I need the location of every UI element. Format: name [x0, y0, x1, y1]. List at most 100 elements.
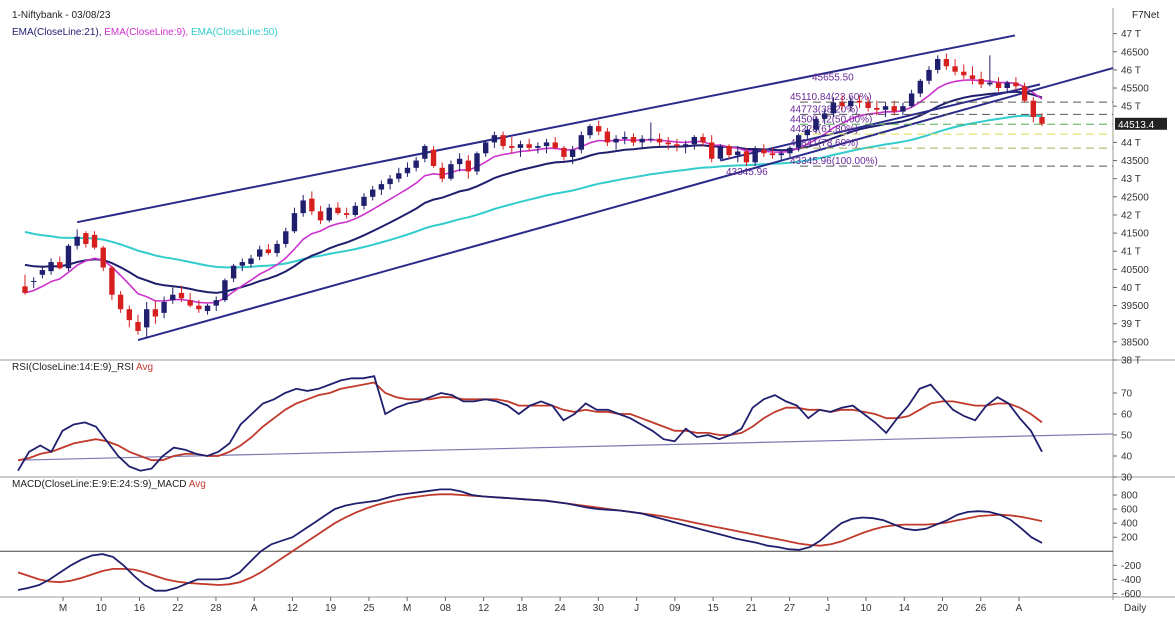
- price-tick-label: 40500: [1121, 265, 1149, 276]
- candle-body: [378, 184, 385, 190]
- candle-body: [700, 136, 706, 143]
- candle-body: [917, 80, 924, 94]
- candle-body: [204, 305, 211, 312]
- candle-body: [274, 243, 280, 254]
- date-label: 25: [363, 603, 375, 614]
- candle-body: [882, 106, 889, 110]
- candle-body: [65, 245, 72, 269]
- date-label: 26: [975, 603, 987, 614]
- date-label: 19: [325, 603, 337, 614]
- date-label: 18: [516, 603, 528, 614]
- price-tick-label: 46500: [1121, 47, 1149, 58]
- candle-body: [535, 146, 541, 148]
- candle-body: [987, 82, 993, 85]
- candle-body: [100, 247, 106, 268]
- candle-body: [83, 233, 89, 244]
- date-label: 15: [708, 603, 720, 614]
- candle-body: [109, 267, 115, 295]
- candle-body: [569, 149, 576, 157]
- candle-body: [856, 100, 863, 103]
- price-tick-label: 39500: [1121, 301, 1149, 312]
- price-tick-label: 42500: [1121, 192, 1149, 203]
- candle-body: [491, 135, 498, 143]
- rsi-tick-label: 30: [1121, 473, 1133, 484]
- candle-body: [587, 126, 593, 136]
- date-label: 08: [440, 603, 452, 614]
- timeframe-label: Daily: [1124, 603, 1146, 614]
- candle-body: [404, 167, 411, 174]
- candle-body: [543, 142, 550, 147]
- price-tick-label: 47 T: [1121, 29, 1141, 40]
- candle-body: [387, 178, 393, 185]
- price-tick-label: 39 T: [1121, 319, 1141, 330]
- candle-body: [648, 138, 654, 140]
- candle-body: [517, 144, 524, 148]
- candle-body: [708, 142, 715, 159]
- candle-body: [117, 294, 124, 310]
- macd-title-main: MACD(CloseLine:E:9:E:24:S:9)_MACD: [12, 479, 189, 490]
- rsi-line: [17, 375, 1043, 472]
- fib-label: 44228(61.80%): [790, 124, 858, 135]
- candle-body: [682, 144, 689, 147]
- price-tick-label: 41500: [1121, 229, 1149, 240]
- candle-body: [552, 142, 558, 148]
- candle-body: [430, 149, 437, 166]
- candle-body: [265, 249, 272, 254]
- candle-body: [126, 309, 133, 321]
- candle-body: [335, 207, 341, 214]
- candle-body: [135, 321, 141, 331]
- candle-body: [74, 236, 80, 246]
- price-tick-label: 46 T: [1121, 65, 1141, 76]
- candle-body: [691, 136, 698, 145]
- rsi-title: RSI(CloseLine:14:E:9)_RSI Avg: [12, 362, 153, 373]
- rsi-tick-label: 50: [1121, 431, 1133, 442]
- candle-body: [848, 100, 854, 107]
- candle-body: [735, 151, 741, 156]
- candle-body: [795, 135, 802, 148]
- candle-body: [813, 118, 819, 130]
- candle-body: [978, 78, 984, 85]
- macd-tick-label: -600: [1121, 589, 1141, 600]
- candle-body: [256, 249, 263, 257]
- fib-label: 43345.96: [726, 167, 768, 178]
- date-label: 27: [784, 603, 796, 614]
- candle-body: [622, 136, 628, 139]
- ema-legend-item: EMA(CloseLine:50): [191, 27, 278, 38]
- macd-tick-label: 400: [1121, 519, 1138, 530]
- candle-body: [465, 160, 472, 172]
- date-label: A: [1016, 603, 1023, 614]
- candle-body: [804, 129, 811, 136]
- candle-body: [995, 82, 1002, 89]
- candle-body: [230, 265, 237, 279]
- lower-trendline: [137, 67, 1114, 342]
- macd-tick-label: -400: [1121, 575, 1141, 586]
- rsi-tick-label: 40: [1121, 452, 1133, 463]
- candle-body: [317, 211, 324, 221]
- ema21-line: [24, 90, 1043, 294]
- date-label: 10: [860, 603, 872, 614]
- date-label: 28: [210, 603, 222, 614]
- candle-body: [595, 126, 602, 132]
- last-price-tag: [1115, 117, 1167, 130]
- fib-label: 44500.72(50.00%): [790, 114, 872, 125]
- date-label: 24: [555, 603, 567, 614]
- candle-body: [934, 59, 941, 70]
- price-tick-label: 38 T: [1121, 356, 1141, 367]
- date-label: J: [634, 603, 639, 614]
- ema-legend-item: EMA(CloseLine:21),: [12, 27, 104, 38]
- candle-body: [248, 258, 254, 264]
- candle-body: [196, 305, 202, 310]
- macd-line: [17, 488, 1043, 592]
- candle-body: [674, 144, 680, 147]
- price-tick-label: 38500: [1121, 337, 1149, 348]
- axis-labels: 47 T 46500 46 T 45500 45 T 44 T 43500 43 T 42500…: [59, 29, 1167, 614]
- candle-body: [900, 106, 906, 112]
- candle-body: [57, 262, 63, 269]
- macd-avg-line: [17, 493, 1043, 586]
- macd-tick-label: 200: [1121, 533, 1138, 544]
- date-label: M: [59, 603, 67, 614]
- candle-body: [952, 66, 958, 72]
- candle-body: [213, 300, 219, 306]
- candle-body: [578, 135, 585, 150]
- upper-trendline: [76, 34, 1016, 224]
